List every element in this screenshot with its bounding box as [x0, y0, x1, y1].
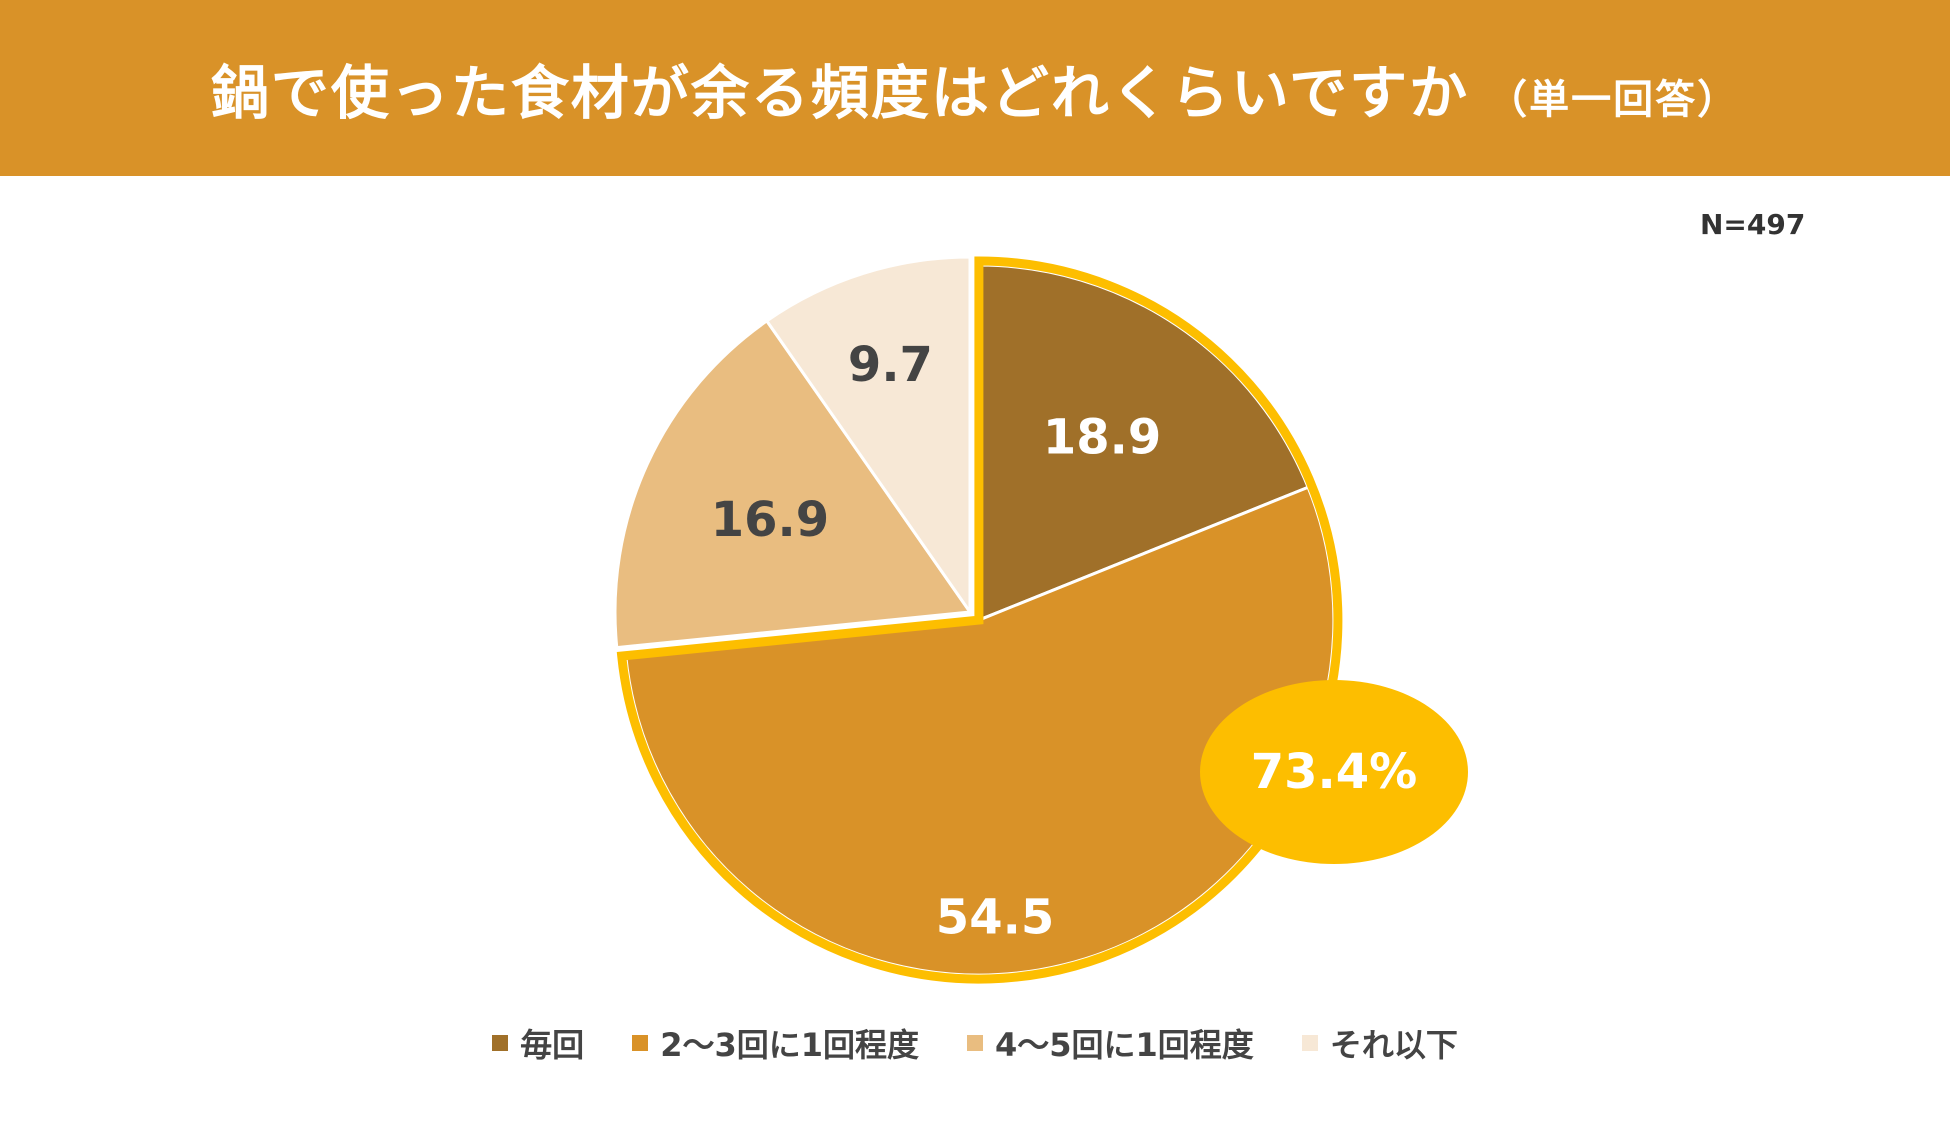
chart-title-main: 鍋で使った食材が余る頻度はどれくらいですか: [210, 59, 1470, 127]
highlight-total-label: 73.4%: [1251, 744, 1418, 800]
legend-label-2: 2〜3回に1回程度: [660, 1026, 919, 1064]
legend-swatch-2: [632, 1035, 649, 1051]
legend-label-1: 毎回: [520, 1026, 585, 1064]
legend-swatch-4: [1301, 1035, 1318, 1051]
highlight-group: 73.4%: [616, 256, 1468, 984]
legend-item-2: 2〜3回に1回程度: [632, 1020, 919, 1066]
chart-title: 鍋で使った食材が余る頻度はどれくらいですか （単一回答）: [211, 46, 1739, 130]
slice-label-3: 16.9: [711, 492, 829, 548]
legend-item-1: 毎回: [492, 1020, 584, 1066]
sample-size-label: N=497: [1700, 208, 1806, 241]
header-banner: 鍋で使った食材が余る頻度はどれくらいですか （単一回答）: [0, 0, 1950, 176]
legend-item-3: 4〜5回に1回程度: [967, 1020, 1254, 1066]
legend-swatch-3: [967, 1035, 983, 1051]
slice-labels: 18.9 54.5 16.9 9.7: [711, 337, 1162, 946]
pie-slice-4: [764, 255, 972, 617]
pie-slice-3: [613, 318, 973, 650]
legend-swatch-1: [492, 1035, 509, 1051]
chart-title-subtitle: （単一回答）: [1487, 77, 1740, 123]
legend: 毎回 2〜3回に1回程度 4〜5回に1回程度 それ以下: [0, 1020, 1950, 1066]
legend-label-3: 4〜5回に1回程度: [995, 1026, 1254, 1064]
slice-label-2: 54.5: [936, 890, 1054, 946]
highlight-bubble: [1200, 680, 1468, 864]
highlight-outline: [616, 256, 1343, 984]
legend-item-4: それ以下: [1301, 1020, 1458, 1066]
slice-label-4: 9.7: [848, 337, 933, 393]
slice-label-1: 18.9: [1043, 410, 1161, 466]
legend-label-4: それ以下: [1329, 1026, 1458, 1064]
pie-slices: [613, 255, 1336, 977]
